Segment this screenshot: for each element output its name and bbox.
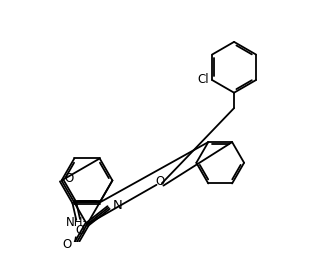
Text: Cl: Cl — [197, 73, 209, 86]
Text: O: O — [75, 224, 84, 237]
Text: O: O — [64, 172, 73, 186]
Text: O: O — [155, 175, 164, 188]
Text: O: O — [62, 239, 71, 251]
Text: N: N — [113, 199, 123, 212]
Text: NH₂: NH₂ — [66, 216, 89, 229]
